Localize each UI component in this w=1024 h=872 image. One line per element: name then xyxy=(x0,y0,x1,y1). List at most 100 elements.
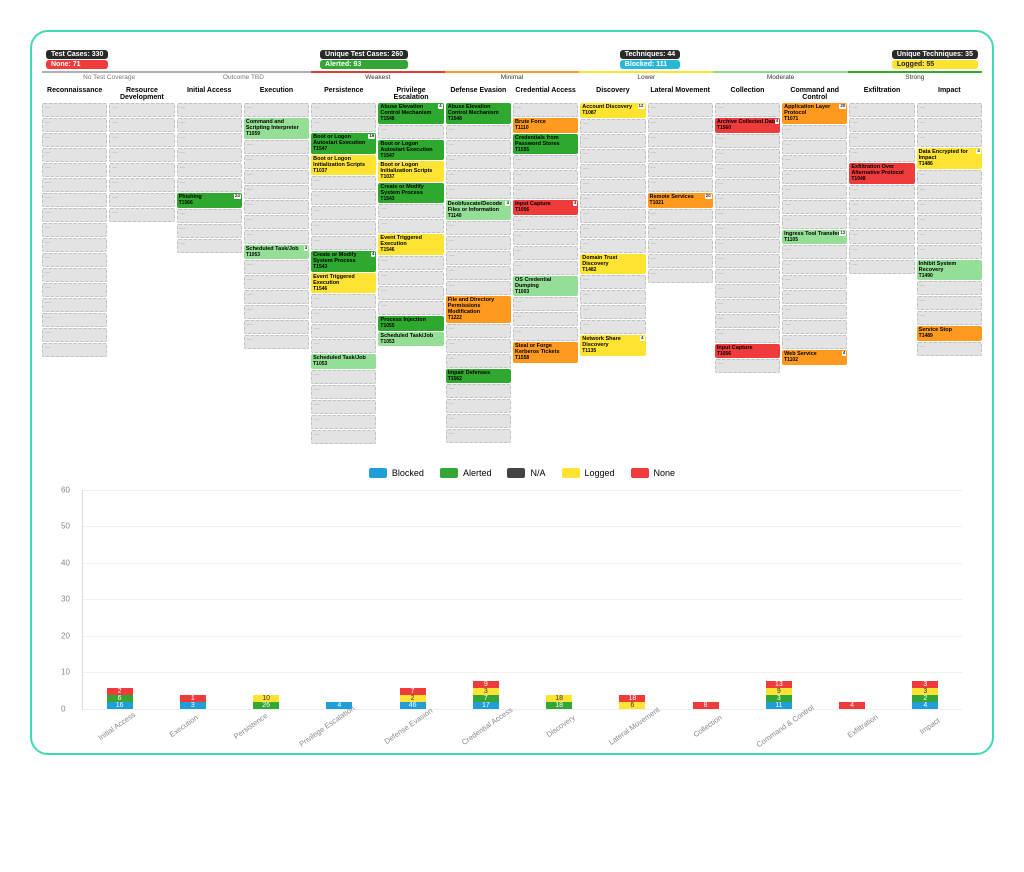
technique-cell[interactable]: Scheduled Task/JobT1053 xyxy=(311,354,376,369)
count-badge: 20 xyxy=(705,194,712,199)
technique-cell: — xyxy=(782,155,847,169)
coverage-scale: No Test CoverageOutcome TBDWeakestMinima… xyxy=(42,71,982,81)
technique-cell: — xyxy=(42,133,107,147)
technique-cell[interactable]: Ingress Tool TransferT110512 xyxy=(782,230,847,245)
legend-swatch xyxy=(369,468,387,478)
technique-cell[interactable]: Event Triggered ExecutionT1546 xyxy=(378,234,443,255)
technique-cell: — xyxy=(446,324,511,338)
technique-cell: — xyxy=(311,294,376,308)
technique-cell: — xyxy=(446,185,511,199)
technique-cell[interactable]: Account DiscoveryT108712 xyxy=(580,103,645,118)
technique-cell[interactable]: Service StopT1489 xyxy=(917,326,982,341)
technique-cell[interactable]: Archive Collected DataT15604 xyxy=(715,118,780,133)
legend-item[interactable]: Logged xyxy=(562,468,615,478)
technique-cell[interactable]: Inhibit System RecoveryT1490 xyxy=(917,260,982,281)
technique-cell[interactable]: Remote ServicesT102120 xyxy=(648,193,713,208)
technique-cell[interactable]: Data Encrypted for ImpactT14864 xyxy=(917,148,982,169)
technique-cell: — xyxy=(311,236,376,250)
technique-cell: — xyxy=(446,140,511,154)
x-label: Defense Evasion xyxy=(382,706,434,746)
technique-cell[interactable]: Boot or Logon Initialization ScriptsT103… xyxy=(311,155,376,176)
bar-segment-none: 4 xyxy=(839,702,865,709)
technique-cell[interactable]: Impair DefensesT1562 xyxy=(446,369,511,384)
technique-cell[interactable]: Abuse Elevation Control MechanismT15484 xyxy=(378,103,443,124)
technique-cell: — xyxy=(715,209,780,223)
matrix-column-header: Impact xyxy=(917,85,982,103)
technique-cell: — xyxy=(177,163,242,177)
technique-cell[interactable]: Create or Modify System ProcessT15434 xyxy=(311,251,376,272)
legend-item[interactable]: None xyxy=(631,468,676,478)
technique-cell[interactable]: PhishingT156624 xyxy=(177,193,242,208)
technique-cell: — xyxy=(378,219,443,233)
bar-segment-none: 9 xyxy=(473,681,499,688)
technique-cell: — xyxy=(513,155,578,169)
technique-cell: — xyxy=(917,133,982,147)
matrix-column-header: Execution xyxy=(244,85,309,103)
technique-cell: — xyxy=(715,103,780,117)
attack-matrix: ———————————————————————————————PhishingT… xyxy=(42,103,982,444)
legend-swatch xyxy=(562,468,580,478)
technique-cell[interactable]: Scheduled Task/JobT10534 xyxy=(244,245,309,260)
technique-cell[interactable]: Deobfuscate/Decode Files or InformationT… xyxy=(446,200,511,221)
technique-cell[interactable]: Boot or Logon Initialization ScriptsT103… xyxy=(378,161,443,182)
y-tick: 50 xyxy=(61,522,70,531)
technique-cell[interactable]: Input CaptureT10564 xyxy=(513,200,578,215)
status-pill: Techniques: 44 xyxy=(620,50,680,59)
technique-cell[interactable]: Brute ForceT1110 xyxy=(513,118,578,133)
status-pill: Blocked: 111 xyxy=(620,60,680,69)
count-badge: 4 xyxy=(976,149,981,154)
technique-cell[interactable]: Web ServiceT11024 xyxy=(782,350,847,365)
technique-cell[interactable]: Abuse Elevation Control MechanismT1548 xyxy=(446,103,511,124)
bar-segment-alerted: 26 xyxy=(253,702,279,709)
matrix-column-header: Command and Control xyxy=(782,85,847,103)
technique-cell[interactable]: Steal or Forge Kerberos TicketsT1558 xyxy=(513,342,578,363)
y-tick: 30 xyxy=(61,595,70,604)
technique-cell: — xyxy=(782,215,847,229)
bar-segment-none: 18 xyxy=(619,695,645,702)
x-label: Privilege Escalation xyxy=(298,704,357,749)
status-pill: Logged: 55 xyxy=(892,60,978,69)
technique-cell[interactable]: Network Share DiscoveryT11354 xyxy=(580,335,645,356)
technique-cell[interactable]: Domain Trust DiscoveryT1482 xyxy=(580,254,645,275)
x-label: Collection xyxy=(686,709,730,743)
legend-item[interactable]: Blocked xyxy=(369,468,424,478)
bar-segment-logged: 10 xyxy=(253,695,279,702)
technique-cell[interactable]: Create or Modify System ProcessT1543 xyxy=(378,183,443,204)
technique-cell[interactable]: File and Directory Permissions Modificat… xyxy=(446,296,511,323)
technique-cell[interactable]: Boot or Logon Autostart ExecutionT1547 xyxy=(378,140,443,161)
technique-cell: — xyxy=(849,215,914,229)
technique-cell[interactable]: Command and Scripting InterpreterT1059 xyxy=(244,118,309,139)
technique-cell: — xyxy=(42,118,107,132)
technique-cell: — xyxy=(917,185,982,199)
bar-segment-logged: 9 xyxy=(766,688,792,695)
bar-segment-none: 13 xyxy=(766,681,792,688)
legend-item[interactable]: Alerted xyxy=(440,468,492,478)
technique-cell: — xyxy=(782,140,847,154)
bar-segment-blocked: 4 xyxy=(912,702,938,709)
technique-cell: — xyxy=(446,399,511,413)
technique-cell[interactable]: Boot or Logon Autostart ExecutionT154716 xyxy=(311,133,376,154)
technique-cell: — xyxy=(715,194,780,208)
matrix-column-header: Discovery xyxy=(580,85,645,103)
technique-cell: — xyxy=(378,271,443,285)
legend-item[interactable]: N/A xyxy=(507,468,545,478)
technique-cell: — xyxy=(177,118,242,132)
bar-segment-logged: 3 xyxy=(473,688,499,695)
technique-cell[interactable]: Process InjectionT1055 xyxy=(378,316,443,331)
technique-cell: — xyxy=(917,230,982,244)
technique-cell: — xyxy=(513,170,578,184)
technique-cell: — xyxy=(311,370,376,384)
technique-cell: — xyxy=(849,245,914,259)
technique-cell[interactable]: Application Layer ProtocolT107120 xyxy=(782,103,847,124)
technique-cell: — xyxy=(849,103,914,117)
technique-cell[interactable]: Exfiltration Over Alternative ProtocolT1… xyxy=(849,163,914,184)
technique-cell: — xyxy=(849,230,914,244)
technique-cell[interactable]: Input CaptureT1056 xyxy=(715,344,780,359)
x-label: Credential Access xyxy=(459,705,513,747)
technique-cell[interactable]: Event Triggered ExecutionT1546 xyxy=(311,273,376,294)
matrix-column-header: Initial Access xyxy=(177,85,242,103)
matrix-column: ——————Remote ServicesT102120————— xyxy=(648,103,713,444)
technique-cell[interactable]: Credentials from Password StoresT1555 xyxy=(513,134,578,155)
technique-cell[interactable]: OS Credential DumpingT1003 xyxy=(513,276,578,297)
technique-cell[interactable]: Scheduled Task/JobT1053 xyxy=(378,332,443,347)
